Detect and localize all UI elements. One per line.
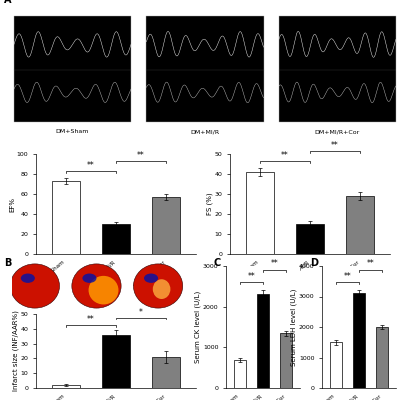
Text: **: ** [367, 260, 374, 268]
Bar [234, 360, 246, 388]
Y-axis label: FS (%): FS (%) [206, 193, 213, 215]
Bar [257, 294, 269, 388]
Bar [52, 385, 80, 388]
Y-axis label: EF%: EF% [9, 196, 15, 212]
Text: C: C [214, 258, 221, 268]
Bar [102, 224, 130, 254]
Bar [152, 197, 180, 254]
Bar [146, 16, 264, 122]
Text: **: ** [87, 161, 95, 170]
Bar [279, 16, 396, 122]
Ellipse shape [72, 264, 121, 308]
Text: **: ** [137, 151, 145, 160]
Ellipse shape [153, 279, 170, 299]
Bar [346, 196, 374, 254]
Text: DM+Sham: DM+Sham [56, 129, 89, 134]
Bar [152, 357, 180, 388]
Text: **: ** [344, 272, 351, 281]
Y-axis label: Infarct size (INF/AAR%): Infarct size (INF/AAR%) [12, 310, 19, 392]
Text: **: ** [87, 315, 95, 324]
Ellipse shape [21, 274, 35, 283]
Text: B: B [4, 258, 11, 268]
Ellipse shape [88, 276, 118, 304]
Bar [330, 342, 342, 388]
Text: D: D [310, 258, 318, 268]
Ellipse shape [82, 274, 96, 283]
Bar [246, 172, 274, 254]
Bar [14, 16, 131, 122]
Bar [280, 333, 292, 388]
Ellipse shape [10, 264, 60, 308]
Bar [376, 327, 388, 388]
Bar [296, 224, 324, 254]
Text: DM+MI/R: DM+MI/R [190, 129, 220, 134]
Y-axis label: Serum LDH level (U/L): Serum LDH level (U/L) [291, 288, 297, 366]
Y-axis label: Serum CK level (U/L): Serum CK level (U/L) [195, 291, 201, 363]
Text: **: ** [331, 141, 339, 150]
Bar [52, 181, 80, 254]
Text: *: * [139, 308, 143, 317]
Ellipse shape [144, 274, 158, 283]
Text: **: ** [271, 260, 278, 268]
Ellipse shape [134, 264, 183, 308]
Text: **: ** [281, 151, 289, 160]
Text: **: ** [248, 272, 255, 281]
Text: A: A [4, 0, 12, 5]
Text: DM+MI/R+Cor: DM+MI/R+Cor [315, 129, 360, 134]
Bar [102, 335, 130, 388]
Bar [353, 294, 365, 388]
